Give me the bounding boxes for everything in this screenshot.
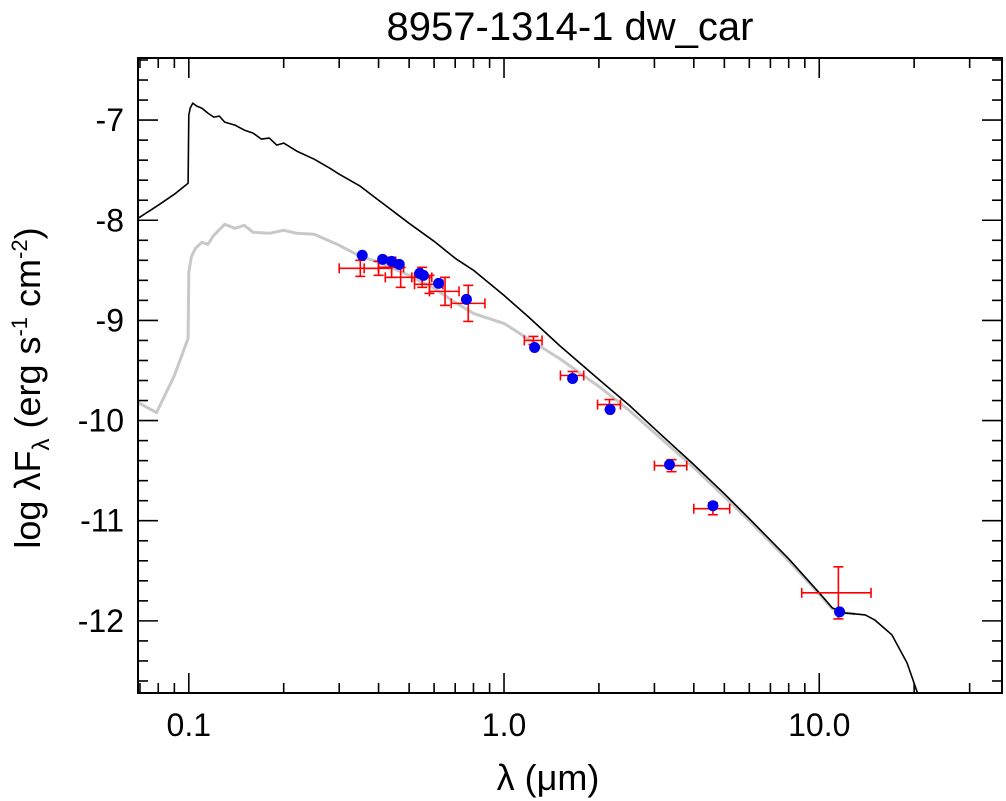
data-point: [834, 606, 846, 618]
data-point: [567, 373, 579, 385]
chart-title: 8957-1314-1 dw_car: [387, 5, 754, 49]
series-layer: [138, 102, 919, 693]
y-label-subscript: λ: [28, 439, 55, 451]
y-label-units-open: (erg s: [7, 337, 48, 439]
data-point: [377, 253, 389, 265]
y-tick-label: -8: [96, 202, 124, 238]
data-point: [604, 404, 616, 416]
data-point: [707, 500, 719, 512]
x-axis-label: λ (μm): [497, 757, 600, 798]
y-tick-label: -9: [96, 302, 124, 338]
x-tick-label: 0.1: [167, 707, 211, 743]
y-label-prefix: log λF: [7, 451, 48, 549]
y-tick-label: -7: [96, 102, 124, 138]
data-point: [433, 277, 445, 289]
y-axis-label: log λFλ (erg s-1 cm-2): [7, 227, 55, 548]
data-point: [664, 459, 676, 471]
data-point: [417, 269, 429, 281]
y-tick-label: -11: [80, 503, 124, 539]
y-label-units-close: ): [7, 227, 48, 239]
error-bar: [428, 276, 460, 307]
y-label-exponent-1: -1: [7, 317, 32, 337]
data-point: [356, 249, 368, 261]
x-tick-label: 1.0: [482, 707, 526, 743]
y-tick-label: -12: [78, 603, 124, 639]
axes: -7 -8 -9 -10 -11 -12 0.1 1.0 10.0: [78, 58, 1002, 743]
error-bar: [384, 266, 416, 289]
x-tick-label: 10.0: [788, 707, 850, 743]
y-label-units-mid: cm: [7, 259, 48, 317]
data-point: [460, 293, 472, 305]
y-label-exponent-2: -2: [7, 239, 32, 259]
y-tick-label: -10: [78, 403, 124, 439]
model-reddened-line: [138, 222, 856, 616]
plot-frame: [137, 57, 1003, 694]
data-point: [393, 258, 405, 270]
data-point: [529, 341, 541, 353]
model-unreddened-line: [138, 102, 919, 693]
